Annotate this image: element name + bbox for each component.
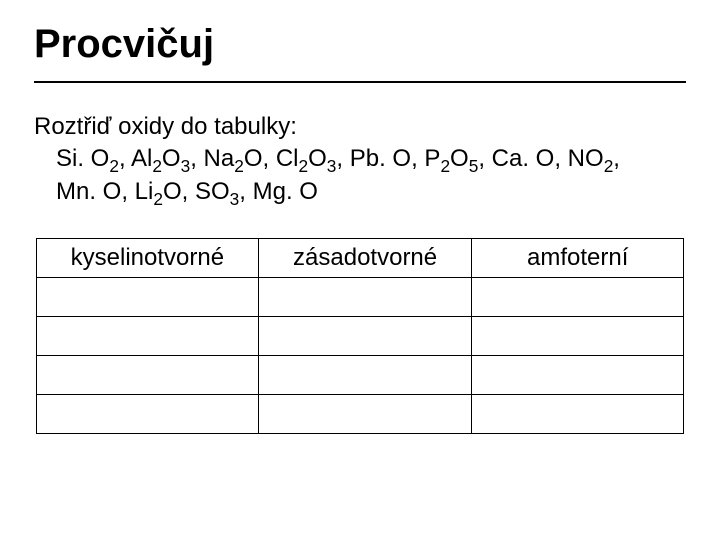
table-cell <box>472 317 684 356</box>
table-cell <box>37 395 259 434</box>
table-row <box>37 395 684 434</box>
instruction-line1: Roztřiď oxidy do tabulky: <box>34 113 297 140</box>
table-row <box>37 278 684 317</box>
table-header-acidic: kyselinotvorné <box>37 239 259 278</box>
table-cell <box>258 317 472 356</box>
table-cell <box>258 356 472 395</box>
table-cell <box>472 278 684 317</box>
table-header-row: kyselinotvorné zásadotvorné amfoterní <box>37 239 684 278</box>
oxides-list: Si. O2, Al2O3, Na2O, Cl2O3, Pb. O, P2O5,… <box>34 143 686 175</box>
slide-title: Procvičuj <box>34 22 686 83</box>
table-row <box>37 356 684 395</box>
classification-table: kyselinotvorné zásadotvorné amfoterní <box>36 238 684 434</box>
table-cell <box>472 356 684 395</box>
table-cell <box>37 317 259 356</box>
table-cell <box>37 356 259 395</box>
oxides-list-line2: Mn. O, Li2O, SO3, Mg. O <box>34 176 686 208</box>
table-cell <box>37 278 259 317</box>
table-cell <box>472 395 684 434</box>
table-row <box>37 317 684 356</box>
instruction-block: Roztřiď oxidy do tabulky: Si. O2, Al2O3,… <box>34 111 686 208</box>
table-cell <box>258 278 472 317</box>
table-header-amphoteric: amfoterní <box>472 239 684 278</box>
table-header-basic: zásadotvorné <box>258 239 472 278</box>
table-cell <box>258 395 472 434</box>
slide: Procvičuj Roztřiď oxidy do tabulky: Si. … <box>0 0 720 540</box>
